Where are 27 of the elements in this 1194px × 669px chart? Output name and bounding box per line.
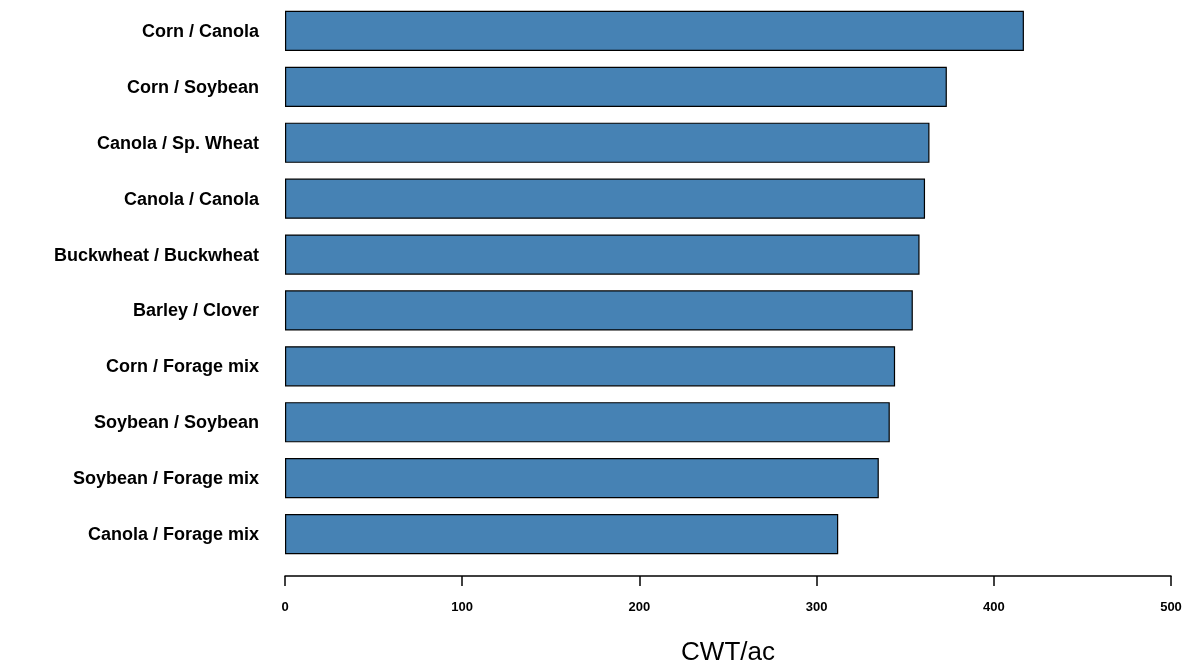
bar [285, 458, 879, 499]
x-tick-label: 300 [805, 599, 828, 614]
y-tick-label: Canola / Canola [123, 188, 260, 209]
bar [285, 290, 913, 331]
bar [285, 66, 947, 107]
bar [285, 402, 890, 443]
bar [285, 10, 1024, 52]
bar [285, 234, 920, 275]
y-tick-label: Barley / Clover [132, 300, 259, 321]
y-tick-label: Canola / Forage mix [87, 524, 259, 545]
bar [285, 513, 839, 555]
x-tick-label: 500 [1160, 599, 1182, 614]
bar [285, 178, 926, 219]
y-tick-label: Corn / Canola [141, 20, 260, 41]
x-tick-label: 200 [628, 599, 651, 614]
x-tick-label: 400 [982, 599, 1005, 614]
bar [285, 122, 930, 163]
y-tick-label: Soybean / Forage mix [72, 468, 259, 489]
bar [285, 346, 896, 387]
x-tick-label: 0 [281, 599, 289, 614]
y-tick-label: Buckwheat / Buckwheat [53, 244, 259, 265]
y-tick-label: Corn / Forage mix [105, 356, 259, 377]
x-tick-label: 100 [451, 599, 474, 614]
y-tick-label: Canola / Sp. Wheat [96, 132, 259, 153]
x-axis-title: CWT/ac [681, 636, 775, 666]
y-tick-label: Corn / Soybean [126, 76, 259, 97]
y-tick-label: Soybean / Soybean [93, 412, 259, 433]
